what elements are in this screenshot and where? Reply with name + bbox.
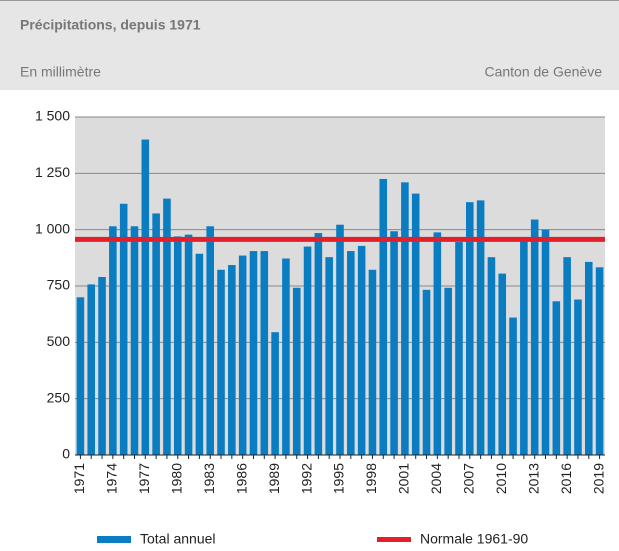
bar <box>217 269 225 455</box>
bar <box>552 301 561 455</box>
bar <box>109 226 117 455</box>
x-tick-label: 2013 <box>525 463 541 494</box>
bar <box>455 242 463 455</box>
bar <box>336 224 344 455</box>
legend-swatch <box>377 537 411 542</box>
bar <box>401 182 409 455</box>
header-band <box>0 0 619 90</box>
bar <box>282 258 290 455</box>
y-tick-label: 1 500 <box>35 108 70 124</box>
bar <box>119 203 128 455</box>
chart-subtitle: En millimètre <box>20 64 101 80</box>
bar <box>228 265 236 455</box>
bar <box>584 261 593 455</box>
bar <box>379 178 388 455</box>
bar <box>130 226 139 455</box>
bar <box>487 257 496 455</box>
bar <box>390 231 398 455</box>
bar <box>292 287 301 455</box>
bar <box>357 245 366 455</box>
x-tick-label: 2016 <box>558 463 574 494</box>
x-tick-label: 1980 <box>168 463 184 494</box>
bar <box>260 251 269 455</box>
x-tick-label: 1989 <box>266 463 282 494</box>
x-tick-label: 1974 <box>104 463 120 494</box>
bar <box>325 257 333 455</box>
y-tick-label: 500 <box>47 333 71 349</box>
x-tick-label: 1995 <box>331 463 347 494</box>
x-tick-label: 1992 <box>298 463 314 494</box>
chart-title: Précipitations, depuis 1971 <box>20 17 201 33</box>
bar <box>411 193 420 455</box>
bar <box>152 213 160 455</box>
bar <box>422 289 431 455</box>
bar <box>509 317 517 455</box>
bar <box>98 276 106 455</box>
x-tick-label: 1971 <box>71 463 87 494</box>
bar <box>76 297 85 455</box>
bar <box>574 299 582 455</box>
bar <box>595 267 604 455</box>
x-tick-label: 2010 <box>493 463 509 494</box>
bar <box>466 202 474 455</box>
x-tick-label: 1983 <box>201 463 217 494</box>
bar <box>563 257 571 455</box>
y-tick-label: 1 250 <box>35 164 70 180</box>
bar <box>249 251 258 455</box>
x-tick-label: 1977 <box>136 463 152 494</box>
bar <box>271 332 279 455</box>
bar <box>541 229 550 455</box>
y-tick-label: 750 <box>47 277 71 293</box>
legend-label: Normale 1961-90 <box>420 531 528 547</box>
bar <box>173 236 182 455</box>
bar <box>184 234 193 455</box>
legend-label: Total annuel <box>140 531 216 547</box>
bar <box>206 226 214 455</box>
bar <box>87 284 96 455</box>
bar <box>314 233 323 455</box>
bar <box>444 287 452 455</box>
x-tick-label: 2007 <box>460 463 476 494</box>
bar <box>303 246 312 455</box>
y-tick-label: 1 000 <box>35 220 70 236</box>
y-tick-label: 250 <box>47 389 71 405</box>
bar <box>520 240 528 455</box>
bar <box>238 255 247 455</box>
bar <box>530 219 539 455</box>
legend-swatch <box>97 536 131 543</box>
x-tick-label: 1986 <box>233 463 249 494</box>
bar <box>476 200 485 455</box>
x-tick-label: 1998 <box>363 463 379 494</box>
bar <box>498 273 507 455</box>
region-label: Canton de Genève <box>484 64 602 80</box>
x-tick-label: 2004 <box>428 463 444 494</box>
bar <box>433 232 442 455</box>
y-tick-label: 0 <box>62 446 70 462</box>
x-tick-label: 2019 <box>590 463 606 494</box>
bar <box>141 139 150 456</box>
bar <box>163 198 171 455</box>
bar <box>195 253 204 455</box>
x-tick-label: 2001 <box>396 463 412 494</box>
bar <box>347 251 355 455</box>
bar <box>368 269 377 455</box>
